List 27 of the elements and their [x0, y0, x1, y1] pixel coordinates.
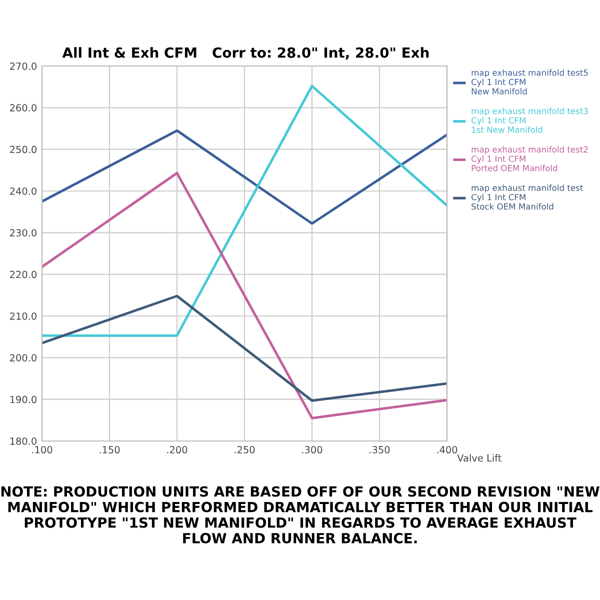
legend-label: map exhaust manifold test3 Cyl 1 Int CFM 1st New Manifold: [472, 108, 588, 133]
y-tick-label: 180.0: [10, 437, 36, 445]
line-series: [42, 294, 447, 402]
line-series: [42, 172, 447, 420]
y-tick-label: 190.0: [10, 396, 36, 404]
legend-label: map exhaust manifold test2 Cyl 1 Int CFM Ported OEM Manifold: [472, 146, 588, 172]
x-tick-label: .300: [302, 446, 322, 454]
x-axis-title: Valve Lift: [457, 454, 502, 462]
x-tick-label: .150: [100, 446, 120, 454]
y-tick-label: 230.0: [10, 229, 36, 236]
x-tick-label: .250: [234, 446, 255, 454]
x-tick-label: .100: [32, 446, 52, 454]
line-series: [42, 129, 447, 225]
y-tick-label: 210.0: [10, 312, 36, 320]
text: NOTE: PRODUCTION UNITS ARE BASED OFF OF OUR SECOND REVISION "NEW MANIFOLD" WHICH PERFORMED DRAMATICALLY BETTER THAN OUR INITIAL PROTOTYPE "1ST NEW MANIFOLD" IN REGARDS TO AVERAGE EXHAUST FLOW AND RUNNER BALANCE.: [1, 486, 600, 544]
y-tick-label: 260.0: [10, 104, 36, 112]
chart-title: All Int & Exh CFM Corr to: 28.0" Int, 28.0" Exh: [62, 47, 429, 60]
x-tick-label: .350: [370, 446, 390, 454]
y-tick-label: 240.0: [10, 187, 36, 195]
x-tick-label: .200: [167, 446, 188, 454]
y-tick-label: 220.0: [10, 270, 36, 278]
legend-label: map exhaust manifold test5 Cyl 1 Int CFM New Manifold: [472, 69, 588, 94]
y-tick-label: 200.0: [10, 354, 36, 362]
y-tick-label: 250.0: [10, 146, 36, 154]
legend-label: map exhaust manifold test Cyl 1 Int CFM Stock OEM Manifold: [472, 184, 583, 210]
x-tick-label: .400: [437, 446, 458, 454]
y-tick-label: 270.0: [10, 62, 36, 70]
